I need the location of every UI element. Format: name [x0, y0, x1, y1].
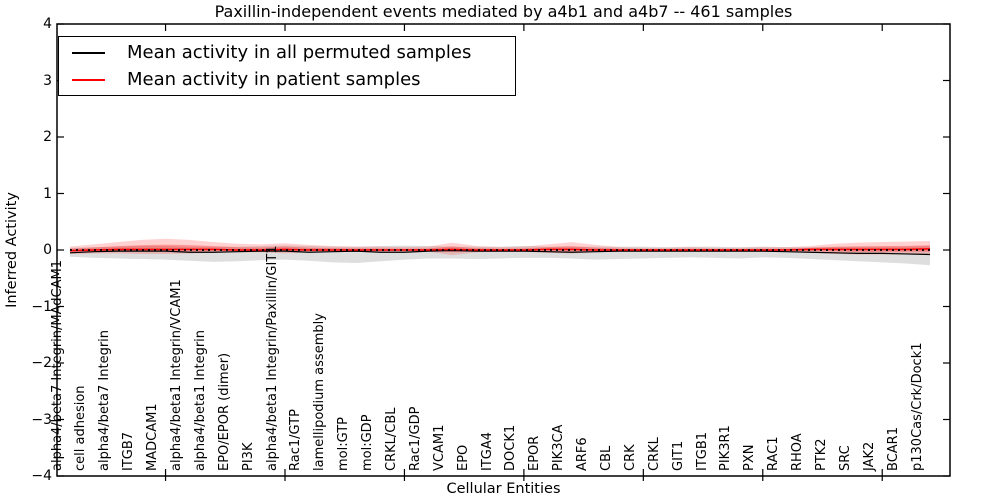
x-category-label: cell adhesion [73, 385, 89, 471]
x-category-label: MADCAM1 [145, 403, 161, 471]
line-mean-activity-in-all-permuted-samples [69, 249, 931, 256]
x-category-label: alpha4/beta7 Integrin/MAdCAM1 [49, 260, 65, 471]
x-category-label: PIK3R1 [718, 425, 734, 471]
x-category-label: alpha4/beta1 Integrin [192, 329, 208, 471]
x-category-label: Rac1/GDP [407, 406, 423, 471]
x-category-label: Rac1/GTP [288, 409, 304, 471]
x-axis-label: Cellular Entities [446, 481, 561, 497]
x-category-label: SRC [837, 445, 853, 471]
chart-title: Paxillin-independent events mediated by … [214, 2, 793, 21]
x-category-label: ITGB1 [694, 431, 710, 471]
x-category-label: GIT1 [670, 440, 686, 471]
legend-line-permuted-icon [72, 51, 105, 54]
x-category-label: PI3K [240, 442, 256, 471]
x-category-label: JAK2 [861, 441, 877, 471]
x-category-label: PXN [742, 444, 758, 471]
x-category-label: alpha4/beta1 Integrin/VCAM1 [168, 279, 184, 471]
y-tick-label: −1 [31, 298, 52, 315]
x-category-label: PTK2 [813, 438, 829, 471]
legend-label-permuted: Mean activity in all permuted samples [127, 42, 472, 63]
x-category-label: ITGA4 [479, 431, 495, 471]
x-category-label: p130Cas/Crk/Dock1 [909, 342, 925, 471]
y-tick-label: −2 [31, 355, 52, 371]
x-category-label: alpha4/beta7 Integrin [97, 329, 113, 471]
y-tick-label: −3 [31, 411, 52, 428]
y-tick-label: 2 [43, 129, 52, 145]
x-category-label: EPO [455, 444, 471, 471]
x-category-label: ITGB7 [121, 431, 137, 471]
x-category-label: RHOA [790, 433, 806, 471]
x-category-label: CRKL/CBL [383, 407, 399, 472]
x-category-label: PIK3CA [551, 424, 567, 471]
legend-box: Mean activity in all permuted samples Me… [58, 36, 516, 96]
x-category-label: VCAM1 [431, 424, 447, 471]
legend-label-patient: Mean activity in patient samples [127, 69, 421, 90]
x-category-label: CBL [598, 445, 614, 471]
x-category-label: ARF6 [575, 437, 591, 471]
y-tick-label: 3 [43, 72, 52, 89]
x-category-label: CRK [622, 444, 638, 471]
x-category-label: EPO/EPOR (dimer) [216, 352, 232, 471]
legend-line-patient-icon [72, 78, 105, 81]
line-mean-activity-in-patient-samples [69, 248, 931, 252]
y-tick-label: 0 [43, 242, 52, 258]
x-category-label: mol:GTP [336, 417, 352, 471]
y-tick-label: 4 [43, 16, 52, 32]
x-category-label: CRKL [646, 437, 662, 471]
x-category-label: mol:GDP [360, 414, 376, 471]
x-category-label: DOCK1 [503, 424, 519, 471]
x-category-label: lamellipodium assembly [312, 313, 328, 471]
x-category-label: EPOR [527, 435, 543, 471]
x-category-label: RAC1 [766, 436, 782, 471]
x-category-label: alpha4/beta1 Integrin/Paxillin/GIT1 [264, 245, 280, 471]
legend-item-patient: Mean activity in patient samples [59, 69, 515, 90]
y-tick-label: −4 [31, 468, 52, 484]
legend-item-permuted: Mean activity in all permuted samples [59, 42, 515, 63]
x-category-label: BCAR1 [885, 427, 901, 471]
y-tick-label: 1 [43, 185, 52, 202]
